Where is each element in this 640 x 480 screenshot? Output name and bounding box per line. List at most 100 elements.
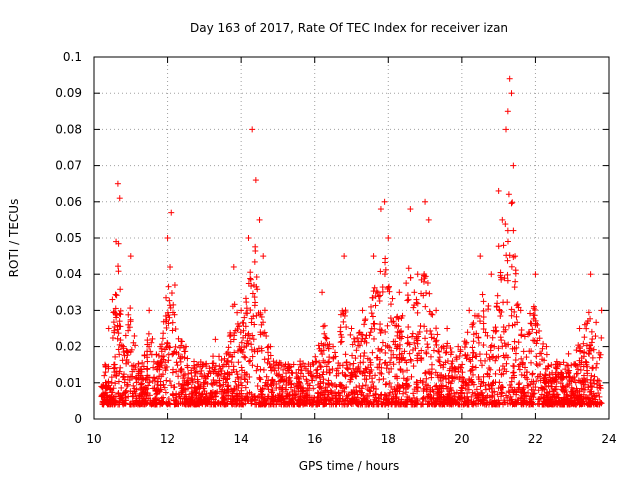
roti-cloud-point	[593, 319, 600, 326]
roti-cloud-point	[437, 362, 444, 369]
roti-cloud-point	[165, 283, 172, 290]
roti-cloud-point	[469, 371, 476, 378]
roti-point	[506, 75, 513, 82]
roti-cloud-point	[130, 382, 137, 389]
roti-cloud-point	[461, 394, 468, 401]
roti-cloud-point	[433, 325, 440, 332]
roti-cloud-point	[249, 362, 256, 369]
roti-cloud-point	[370, 335, 377, 342]
roti-cloud-point	[147, 348, 154, 355]
roti-cloud-point	[435, 348, 442, 355]
roti-cloud-point	[251, 258, 258, 265]
roti-cloud-point	[113, 312, 120, 319]
roti-cloud-point	[424, 393, 431, 400]
y-tick-label: 0.07	[55, 159, 82, 173]
roti-point	[359, 307, 366, 314]
roti-cloud-point	[500, 242, 507, 249]
roti-cloud-point	[322, 384, 329, 391]
roti-cloud-point	[361, 321, 368, 328]
roti-cloud-point	[434, 331, 441, 338]
roti-cloud-point	[217, 382, 224, 389]
roti-point	[576, 325, 583, 332]
roti-cloud-point	[508, 263, 515, 270]
roti-cloud-point	[433, 341, 440, 348]
roti-cloud-point	[218, 371, 225, 378]
roti-cloud-point	[115, 346, 122, 353]
roti-point	[171, 282, 178, 289]
roti-cloud-point	[117, 337, 124, 344]
roti-cloud-point	[589, 365, 596, 372]
roti-cloud-point	[500, 384, 507, 391]
roti-cloud-point	[404, 297, 411, 304]
roti-cloud-point	[169, 366, 176, 373]
roti-cloud-point	[518, 371, 525, 378]
roti-cloud-point	[244, 379, 251, 386]
roti-cloud-point	[378, 364, 385, 371]
roti-cloud-point	[388, 319, 395, 326]
roti-point	[504, 108, 511, 115]
roti-cloud-point	[361, 349, 368, 356]
roti-cloud-point	[111, 361, 118, 368]
roti-point	[488, 271, 495, 278]
roti-cloud-point	[410, 304, 417, 311]
x-tick-label: 24	[601, 432, 616, 446]
roti-cloud-point	[313, 367, 320, 374]
roti-cloud-point	[267, 364, 274, 371]
roti-cloud-point	[598, 334, 605, 341]
roti-cloud-point	[144, 337, 151, 344]
roti-cloud-point	[593, 360, 600, 367]
roti-point	[422, 198, 429, 205]
roti-cloud-point	[115, 263, 122, 270]
roti-cloud-point	[406, 350, 413, 357]
roti-cloud-point	[487, 347, 494, 354]
roti-cloud-point	[110, 319, 117, 326]
roti-cloud-point	[358, 338, 365, 345]
data-points	[98, 75, 605, 408]
roti-cloud-point	[288, 369, 295, 376]
roti-cloud-point	[304, 393, 311, 400]
roti-cloud-point	[405, 296, 412, 303]
roti-cloud-point	[343, 364, 350, 371]
roti-cloud-point	[165, 357, 172, 364]
roti-cloud-point	[110, 365, 117, 372]
roti-cloud-point	[254, 382, 261, 389]
roti-cloud-point	[247, 275, 254, 282]
roti-cloud-point	[529, 326, 536, 333]
roti-cloud-point	[122, 332, 129, 339]
roti-cloud-point	[479, 291, 486, 298]
roti-point	[495, 187, 502, 194]
roti-cloud-point	[576, 345, 583, 352]
roti-cloud-point	[464, 329, 471, 336]
roti-cloud-point	[510, 369, 517, 376]
roti-cloud-point	[108, 374, 115, 381]
roti-cloud-point	[116, 318, 123, 325]
roti-cloud-point	[237, 346, 244, 353]
roti-cloud-point	[578, 355, 585, 362]
roti-cloud-point	[352, 355, 359, 362]
roti-cloud-point	[477, 389, 484, 396]
roti-cloud-point	[485, 381, 492, 388]
roti-cloud-point	[407, 274, 414, 281]
roti-cloud-point	[251, 294, 258, 301]
roti-cloud-point	[382, 266, 389, 273]
roti-cloud-point	[577, 367, 584, 374]
roti-cloud-point	[175, 335, 182, 342]
roti-cloud-point	[369, 349, 376, 356]
roti-cloud-point	[149, 378, 156, 385]
roti-cloud-point	[394, 375, 401, 382]
y-tick-label: 0.06	[55, 195, 82, 209]
roti-cloud-point	[447, 384, 454, 391]
roti-cloud-point	[397, 328, 404, 335]
roti-cloud-point	[437, 378, 444, 384]
x-tick-label: 10	[86, 432, 101, 446]
roti-cloud-point	[175, 351, 182, 358]
roti-cloud-point	[168, 290, 175, 297]
roti-point	[414, 271, 421, 278]
roti-cloud-point	[214, 372, 221, 379]
roti-cloud-point	[165, 400, 172, 407]
roti-cloud-point	[232, 378, 239, 385]
roti-cloud-point	[596, 377, 603, 384]
roti-cloud-point	[205, 370, 212, 377]
roti-cloud-point	[491, 343, 498, 350]
roti-cloud-point	[178, 338, 185, 345]
